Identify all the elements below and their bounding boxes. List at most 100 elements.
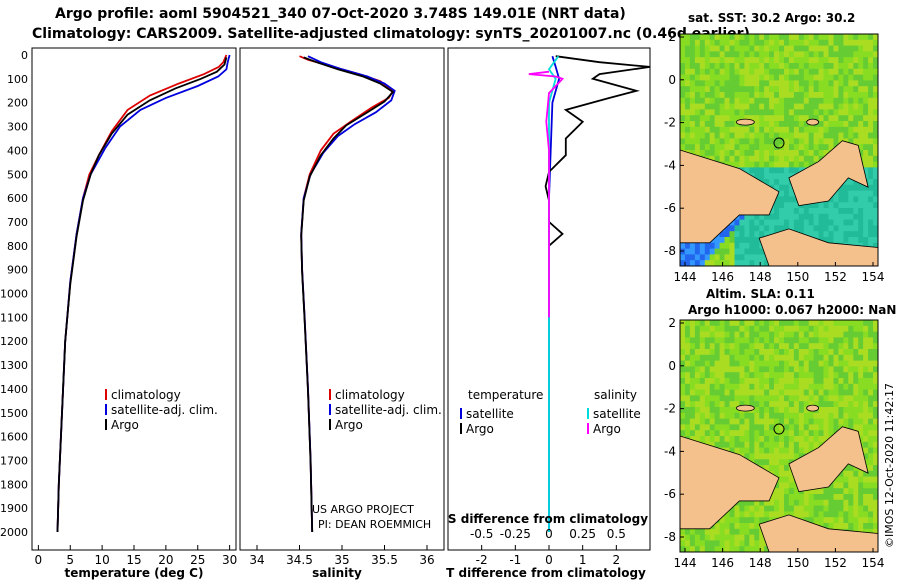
- map-cell: [828, 325, 834, 332]
- map-cell: [709, 45, 716, 52]
- map-cell: [719, 372, 725, 379]
- map-cell: [714, 430, 720, 437]
- map-cell: [704, 121, 711, 128]
- map-cell: [759, 103, 765, 110]
- map-cell: [689, 132, 696, 139]
- map-cell: [803, 150, 810, 157]
- map-cell: [863, 378, 869, 385]
- map-cell: [863, 68, 869, 75]
- map-cell: [833, 494, 839, 501]
- map-cell: [803, 436, 810, 443]
- map-cell: [739, 51, 745, 58]
- map-cell: [754, 511, 760, 518]
- map-cell: [729, 343, 735, 350]
- map-cell: [704, 92, 711, 99]
- map-cell: [774, 155, 780, 162]
- map-cell: [868, 459, 874, 466]
- map-cell: [784, 150, 790, 157]
- map-cell: [848, 34, 854, 41]
- map-cell: [729, 407, 735, 414]
- map-cell: [784, 430, 790, 437]
- map-cell: [774, 470, 780, 477]
- map-cell: [729, 225, 735, 232]
- map-cell: [744, 92, 750, 99]
- map-cell: [873, 155, 879, 162]
- map-cell: [764, 121, 770, 128]
- map-cell: [833, 320, 839, 327]
- map-cell: [699, 132, 706, 139]
- map-cell: [873, 320, 879, 327]
- map-cell: [724, 517, 730, 524]
- map-cell: [739, 401, 745, 408]
- map-cell: [823, 383, 829, 390]
- map-cell: [685, 144, 691, 151]
- map-cell: [833, 103, 839, 110]
- map-cell: [744, 360, 750, 367]
- land-new-britain: [788, 426, 869, 493]
- map-cell: [784, 213, 790, 220]
- map-cell: [788, 80, 795, 87]
- map-cell: [843, 196, 849, 203]
- map-cell: [818, 208, 824, 215]
- map-cell: [784, 412, 790, 419]
- map-cell: [868, 366, 874, 373]
- map-cell: [828, 237, 834, 244]
- map-cell: [858, 109, 864, 116]
- map-cell: [808, 488, 815, 495]
- map-cell: [868, 424, 874, 431]
- map-cell: [719, 534, 725, 541]
- salinity-plot-frame: [239, 47, 445, 551]
- map-cell: [734, 138, 740, 145]
- map-cell: [759, 80, 765, 87]
- map-cell: [704, 366, 711, 373]
- map-cell: [709, 343, 716, 350]
- map-cell: [838, 372, 844, 379]
- map-cell: [858, 389, 864, 396]
- map-y-tick-label: -8: [664, 244, 676, 258]
- map-cell: [759, 424, 765, 431]
- map-cell: [699, 383, 706, 390]
- map-cell: [734, 320, 740, 327]
- map-cell: [813, 57, 819, 64]
- map-cell: [749, 389, 755, 396]
- map-cell: [793, 488, 800, 495]
- map-cell: [689, 407, 696, 414]
- map-cell: [788, 418, 795, 425]
- map-cell: [848, 354, 854, 361]
- map-cell: [704, 430, 711, 437]
- map-cell: [848, 465, 854, 472]
- map-cell: [739, 68, 745, 75]
- map-cell: [838, 80, 844, 87]
- map-cell: [734, 80, 740, 87]
- map-cell: [803, 161, 810, 168]
- map-cell: [724, 237, 730, 244]
- title-line-1: Argo profile: aoml 5904521_340 07-Oct-20…: [55, 6, 626, 22]
- map-cell: [858, 412, 864, 419]
- map-y-tick-label: -8: [664, 530, 676, 544]
- map-cell: [853, 39, 859, 46]
- map-cell: [764, 389, 770, 396]
- map-cell: [793, 366, 800, 373]
- map-cell: [744, 237, 750, 244]
- map-cell: [749, 132, 755, 139]
- map-cell: [823, 372, 829, 379]
- map-cell: [858, 343, 864, 350]
- map-cell: [739, 418, 745, 425]
- map-cell: [858, 407, 864, 414]
- map-cell: [714, 320, 720, 327]
- map-cell: [843, 103, 849, 110]
- map-cell: [754, 39, 760, 46]
- map-cell: [808, 494, 815, 501]
- map-cell: [729, 155, 735, 162]
- map-cell: [823, 63, 829, 70]
- map-cell: [719, 80, 725, 87]
- map-cell: [769, 337, 775, 344]
- map-cell: [729, 372, 735, 379]
- map-cell: [813, 202, 819, 209]
- map-cell: [868, 517, 874, 524]
- map-cell: [788, 167, 795, 174]
- map-cell: [779, 325, 785, 332]
- difference-xlabel: T difference from climatology: [446, 566, 646, 580]
- map-cell: [868, 242, 874, 249]
- map-cell: [764, 179, 770, 186]
